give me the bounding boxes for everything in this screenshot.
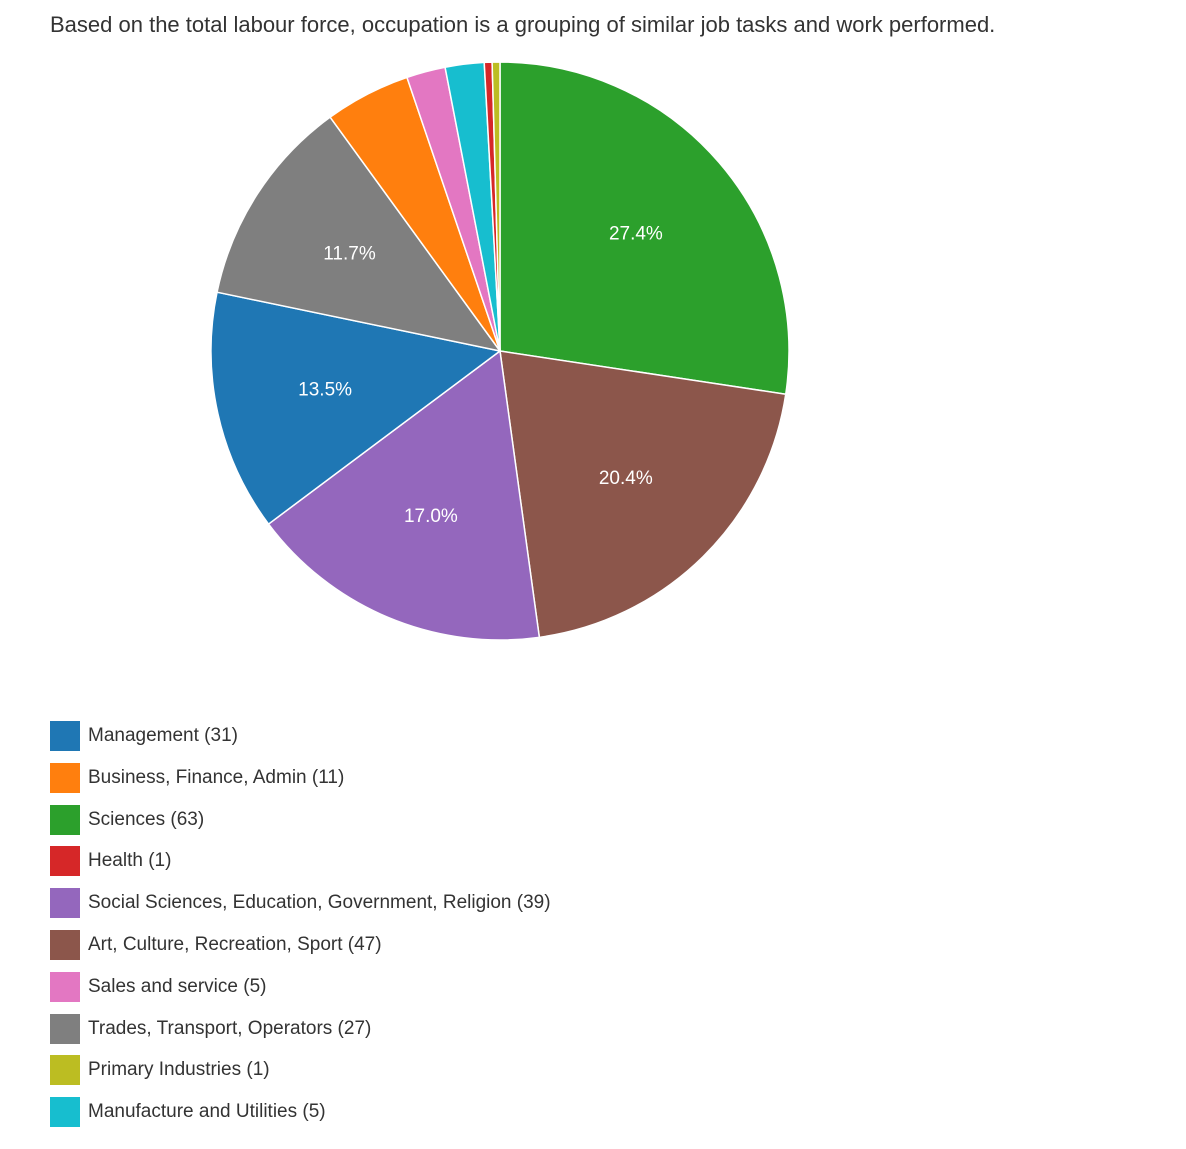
legend-item-health[interactable]: Health (1) [50, 846, 551, 877]
legend-item-social-sciences-education-government-religion[interactable]: Social Sciences, Education, Government, … [50, 888, 551, 919]
legend-label: Health (1) [88, 850, 172, 872]
legend-item-sciences[interactable]: Sciences (63) [50, 804, 551, 835]
pie-slice-sciences[interactable] [499, 61, 790, 396]
legend-label: Business, Finance, Admin (11) [88, 766, 345, 788]
legend-label: Manufacture and Utilities (5) [88, 1101, 326, 1123]
pie-label-management: 13.5% [298, 379, 352, 400]
legend-item-management[interactable]: Management (31) [50, 721, 551, 751]
legend-label: Social Sciences, Education, Government, … [88, 892, 551, 914]
legend-swatch [50, 1055, 80, 1086]
pie-label-social-sciences-education-government-religion: 17.0% [404, 506, 458, 527]
legend-swatch [50, 971, 80, 1002]
legend-swatch [50, 1013, 80, 1044]
legend-label: Sales and service (5) [88, 975, 267, 997]
legend-swatch [50, 888, 80, 919]
legend-swatch [50, 1097, 80, 1128]
legend-item-art-culture-recreation-sport[interactable]: Art, Culture, Recreation, Sport (47) [50, 929, 551, 960]
pie-slice-trades-transport-operators[interactable] [216, 116, 502, 353]
chart-title: Based on the total labour force, occupat… [50, 12, 996, 37]
legend-item-primary-industries[interactable]: Primary Industries (1) [50, 1055, 551, 1086]
pie-slice-management[interactable] [210, 291, 502, 526]
legend-swatch [50, 762, 80, 793]
chart-legend: Management (31) Business, Finance, Admin … [50, 721, 551, 1139]
legend-swatch [50, 929, 80, 960]
legend-item-business-finance-admin[interactable]: Business, Finance, Admin (11) [50, 762, 551, 793]
pie-slice-social-sciences-education-government-religion[interactable] [267, 349, 541, 641]
legend-label: Management (31) [88, 725, 238, 746]
pie-label-art-culture-recreation-sport: 20.4% [599, 468, 653, 489]
pie-slice-art-culture-recreation-sport[interactable] [499, 350, 787, 639]
legend-swatch [50, 804, 80, 835]
pie-chart: 27.4% 20.4% 17.0% 13.5% 11.7% [210, 61, 790, 641]
legend-item-sales-and-service[interactable]: Sales and service (5) [50, 971, 551, 1002]
pie-label-sciences: 27.4% [609, 224, 663, 245]
legend-item-trades-transport-operators[interactable]: Trades, Transport, Operators (27) [50, 1013, 551, 1044]
legend-swatch [50, 721, 80, 751]
pie-slice-primary-industries[interactable] [491, 61, 501, 352]
legend-item-manufacture-and-utilities[interactable]: Manufacture and Utilities (5) [50, 1097, 551, 1128]
legend-label: Art, Culture, Recreation, Sport (47) [88, 933, 382, 955]
legend-label: Sciences (63) [88, 808, 205, 830]
pie-label-trades-transport-operators: 11.7% [323, 243, 376, 264]
legend-label: Primary Industries (1) [88, 1059, 270, 1081]
legend-swatch [50, 846, 80, 877]
legend-label: Trades, Transport, Operators (27) [88, 1017, 372, 1039]
